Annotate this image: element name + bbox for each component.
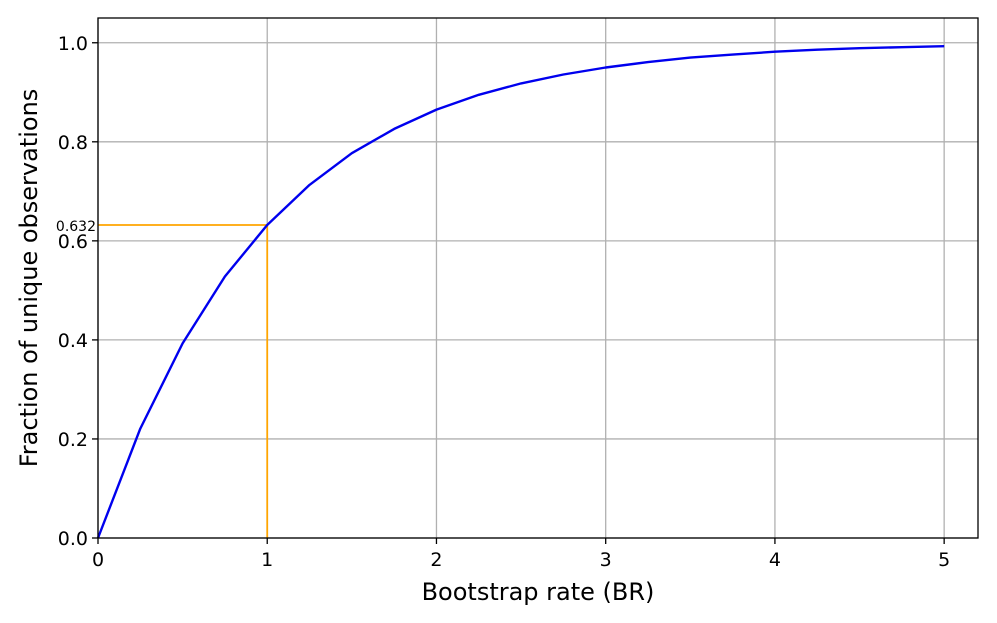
y-tick-label: 0.6 [58,231,88,253]
series-layer [96,45,945,539]
y-tick-label: 0.4 [58,330,88,352]
y-tick-label: 0.0 [58,528,88,550]
grid-lines [97,18,978,539]
x-tick-label: 2 [430,549,442,571]
y-tick-label: 1.0 [58,33,88,55]
x-tick-label: 4 [769,549,781,571]
y-tick-label: 0.2 [58,429,88,451]
x-tick-label: 1 [261,549,273,571]
plot-frame [97,17,979,539]
annotation-label: 0.632 [56,219,96,235]
y-tick-label: 0.8 [58,132,88,154]
series-line [96,45,945,539]
x-tick-label: 3 [600,549,612,571]
x-tick-label: 5 [938,549,950,571]
axis-ticks: 0 1 2 3 4 5 0.0 0.2 0.4 0.6 0.8 1.0 0.632 [56,33,950,571]
y-axis-label: Fraction of unique observations [15,89,43,468]
x-tick-label: 0 [92,549,104,571]
x-axis-label: Bootstrap rate (BR) [422,578,655,606]
annotation-guides [98,224,269,538]
